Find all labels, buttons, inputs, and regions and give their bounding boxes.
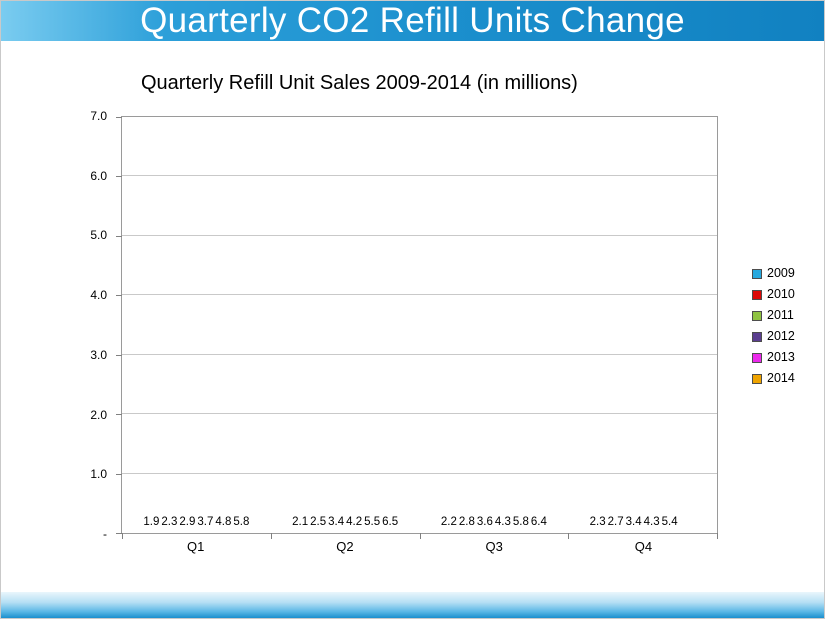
bar-group-Q3: 2.2 2.8 3.6 4.3 5.8 6.4 xyxy=(420,117,569,533)
bar-value-label: 5.4 xyxy=(661,516,678,528)
bar-group-Q1: 1.9 2.3 2.9 3.7 4.8 5.8 xyxy=(122,117,271,533)
bar-group-Q4: 2.3 2.7 3.4 4.3 5.4 xyxy=(568,117,717,533)
x-axis-tickmark xyxy=(717,533,718,539)
bar-value-label: 3.7 xyxy=(197,516,214,528)
x-axis-label-Q1: Q1 xyxy=(186,539,205,554)
gridline xyxy=(122,413,717,415)
bar-value-label: 3.4 xyxy=(328,516,345,528)
bar-value-label: 2.9 xyxy=(179,516,196,528)
y-axis-tickmark xyxy=(116,414,122,416)
bar-value-label: 2.5 xyxy=(310,516,327,528)
y-axis-label: 7.0 xyxy=(90,109,107,123)
x-axis: Q1 Q2 Q3 Q4 xyxy=(121,539,718,555)
bar-value-label: 6.5 xyxy=(382,516,399,528)
y-axis-label: 5.0 xyxy=(90,228,107,243)
legend-label-2012: 2012 xyxy=(767,329,795,343)
bar-value-label: 6.4 xyxy=(530,516,547,528)
x-axis-tickmark xyxy=(419,533,421,539)
bar-groups: 1.9 2.3 2.9 3.7 4.8 5.8 2.1 2.5 3.4 4.2 5.5 6.5 2.2 2… xyxy=(122,117,717,533)
legend-item-2012: 2012 xyxy=(752,326,795,347)
gridline xyxy=(122,472,717,474)
legend-item-2014: 2014 xyxy=(752,368,795,389)
bar-value-label: 3.4 xyxy=(625,516,642,528)
bar-value-label: 2.8 xyxy=(458,516,475,528)
bar-value-label: 4.8 xyxy=(215,516,232,528)
bar-group-Q2: 2.1 2.5 3.4 4.2 5.5 6.5 xyxy=(271,117,420,533)
y-axis: 7.0 6.0 5.0 4.0 3.0 2.0 1.0 - xyxy=(1,109,114,541)
chart-title: Quarterly Refill Unit Sales 2009-2014 (i… xyxy=(141,72,578,94)
bar-value-label: 2.7 xyxy=(607,516,624,528)
legend-item-2011: 2011 xyxy=(752,305,795,326)
y-axis-label: 1.0 xyxy=(90,467,107,482)
bar-value-label: 2.1 xyxy=(292,516,309,528)
y-axis-label: 6.0 xyxy=(90,168,107,183)
y-axis-tickmark xyxy=(116,354,122,356)
y-axis-tickmark xyxy=(116,295,122,297)
x-axis-label-Q2: Q2 xyxy=(336,539,354,554)
legend: 2009 2010 2011 2012 2013 2014 xyxy=(752,263,795,389)
legend-item-2010: 2010 xyxy=(752,284,795,305)
x-axis-label-Q4: Q4 xyxy=(634,539,653,554)
bar-value-label: 4.2 xyxy=(346,516,363,528)
legend-item-2013: 2013 xyxy=(752,347,795,368)
bar-value-label: 2.3 xyxy=(589,516,606,528)
gridline xyxy=(122,353,717,355)
gridline xyxy=(122,294,717,296)
y-axis-label: 2.0 xyxy=(90,407,107,422)
legend-label-2014: 2014 xyxy=(767,371,795,385)
legend-swatch-2014 xyxy=(752,373,762,384)
y-axis-tickmark xyxy=(116,533,122,534)
bar-value-label: 4.3 xyxy=(494,516,511,528)
y-axis-tickmark xyxy=(116,117,122,118)
y-axis-label: - xyxy=(103,527,107,541)
page-header: Quarterly CO2 Refill Units Change xyxy=(1,1,824,41)
bar-value-label: 5.5 xyxy=(364,516,381,528)
page-title: Quarterly CO2 Refill Units Change xyxy=(140,1,685,40)
y-axis-tickmark xyxy=(116,235,122,237)
x-axis-tickmark xyxy=(568,533,570,539)
legend-item-2009: 2009 xyxy=(752,263,795,284)
bar-value-label: 3.6 xyxy=(476,516,493,528)
legend-label-2013: 2013 xyxy=(767,350,795,364)
gridline xyxy=(122,175,717,177)
x-axis-tickmark xyxy=(122,533,123,539)
bar-value-label: 5.8 xyxy=(512,516,529,528)
y-axis-label: 3.0 xyxy=(90,347,107,362)
legend-label-2010: 2010 xyxy=(767,287,795,301)
footer-band xyxy=(1,592,824,618)
gridline xyxy=(122,234,717,236)
legend-label-2009: 2009 xyxy=(767,266,795,280)
bar-value-label: 2.3 xyxy=(161,516,178,528)
bar-value-label: 2.2 xyxy=(440,516,457,528)
legend-swatch-2012 xyxy=(752,331,762,342)
legend-label-2011: 2011 xyxy=(767,308,794,322)
y-axis-tickmark xyxy=(116,176,122,178)
bar-value-label: 4.3 xyxy=(643,516,660,528)
bar-value-label: 1.9 xyxy=(143,516,160,528)
legend-swatch-2009 xyxy=(752,268,762,279)
y-axis-label: 4.0 xyxy=(90,288,107,303)
bar-value-label: 5.8 xyxy=(233,516,250,528)
legend-swatch-2013 xyxy=(752,352,762,363)
legend-swatch-2010 xyxy=(752,289,762,300)
y-axis-tickmark xyxy=(116,473,122,475)
plot-area: 1.9 2.3 2.9 3.7 4.8 5.8 2.1 2.5 3.4 4.2 5.5 6.5 2.2 2… xyxy=(116,116,718,539)
x-axis-tickmark xyxy=(270,533,272,539)
x-axis-label-Q3: Q3 xyxy=(485,539,503,554)
legend-swatch-2011 xyxy=(752,310,762,321)
